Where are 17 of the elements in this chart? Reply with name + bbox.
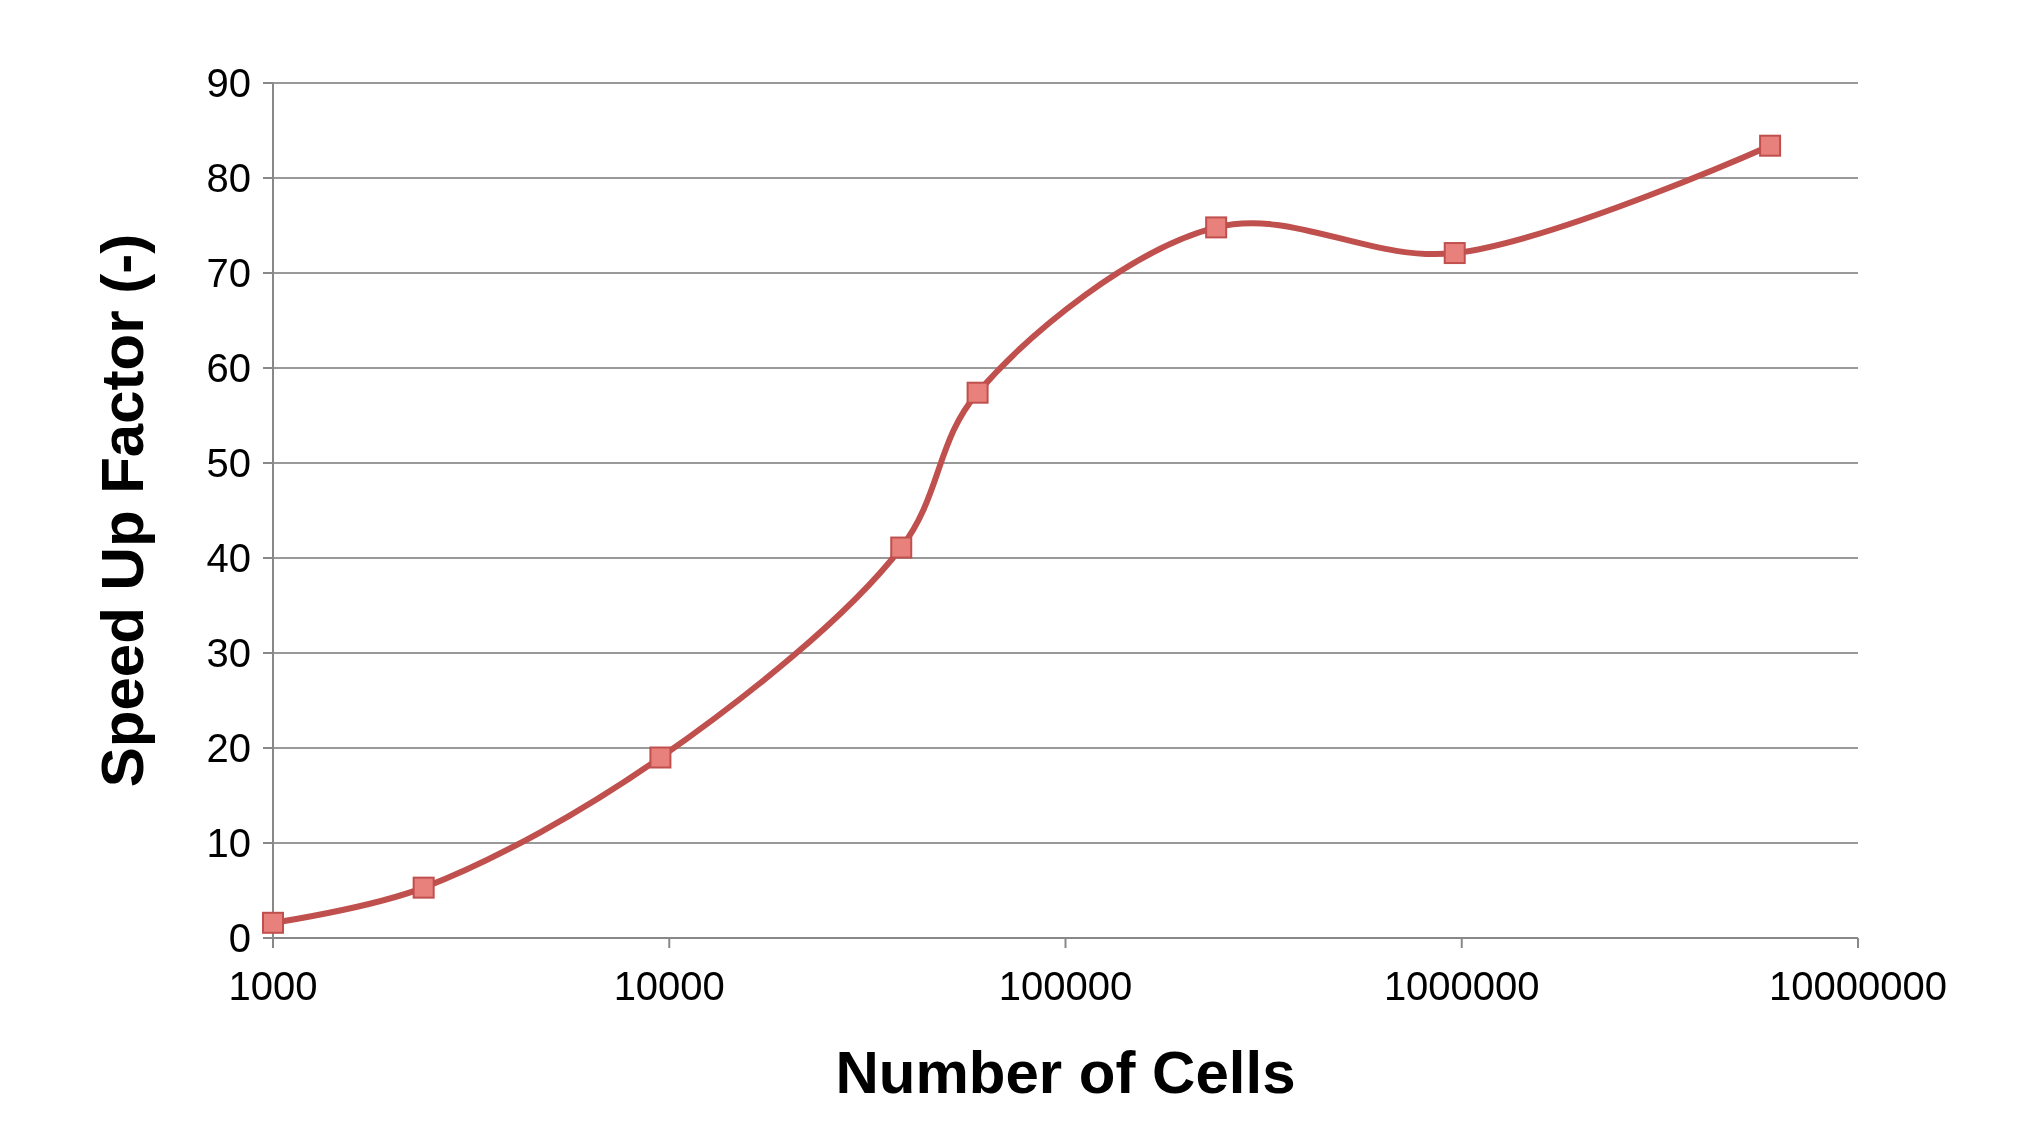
y-tick-label: 50 <box>206 441 251 485</box>
y-tick-label: 30 <box>206 631 251 675</box>
y-tick-label: 10 <box>206 821 251 865</box>
y-tick-label: 90 <box>206 61 251 105</box>
y-axis-title: Speed Up Factor (-) <box>89 233 156 788</box>
y-tick-label: 80 <box>206 156 251 200</box>
y-tick-label: 20 <box>206 726 251 770</box>
y-tick-label: 40 <box>206 536 251 580</box>
x-tick-label: 10000 <box>613 964 725 1008</box>
x-tick-label: 1000000 <box>1383 964 1540 1008</box>
y-tick-label: 70 <box>206 251 251 295</box>
x-tick-label: 1000 <box>228 964 318 1008</box>
x-tick-label: 10000000 <box>1769 964 1947 1008</box>
x-axis-title: Number of Cells <box>835 1039 1296 1106</box>
y-tick-label: 0 <box>228 916 251 960</box>
y-tick-label: 60 <box>206 346 251 390</box>
x-tick-label: 100000 <box>998 964 1133 1008</box>
